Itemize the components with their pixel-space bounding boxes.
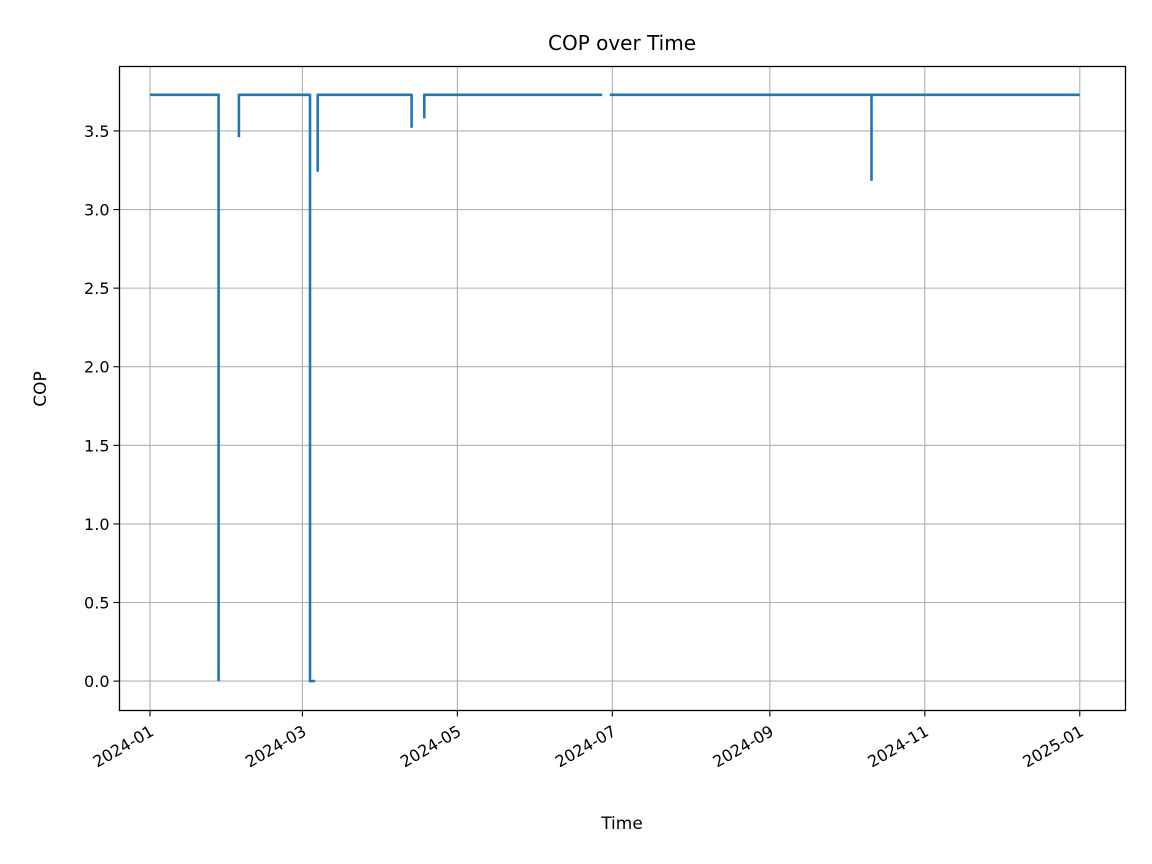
series-line-segment (316, 93, 413, 172)
series-line-segment (150, 93, 220, 682)
y-tick-label: 2.5 (84, 279, 109, 298)
series-line-segment (237, 93, 316, 683)
plot-series (150, 93, 1080, 683)
y-tick-label: 3.0 (84, 201, 109, 220)
y-tick-label: 3.5 (84, 122, 109, 141)
y-tick-label: 1.5 (84, 436, 109, 455)
plot-frame (118, 65, 1127, 712)
y-tick-label: 0.0 (84, 672, 109, 691)
grid-lines (119, 66, 1126, 711)
y-tick-label: 1.0 (84, 515, 109, 534)
y-tick-label: 2.0 (84, 358, 109, 377)
series-line-segment (422, 93, 603, 119)
y-axis-label: COP (31, 371, 51, 407)
chart-title: COP over Time (548, 31, 696, 55)
series-line-segment (609, 93, 1080, 181)
y-tick-label: 0.5 (84, 594, 109, 613)
x-axis-label: Time (600, 814, 643, 834)
